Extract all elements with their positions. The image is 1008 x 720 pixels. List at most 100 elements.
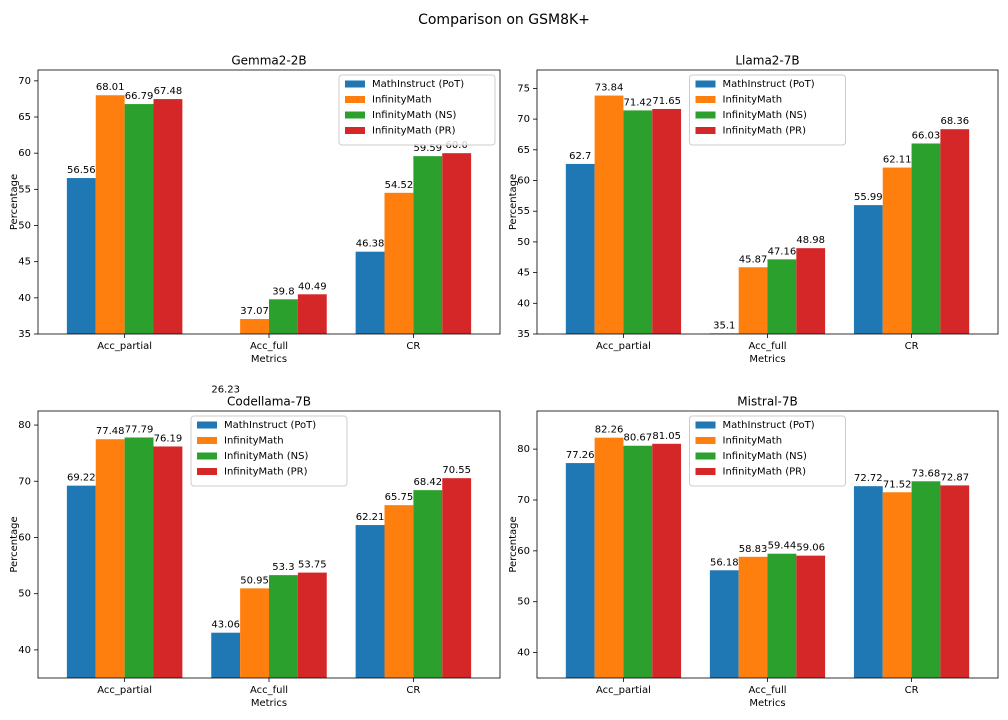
- legend-swatch: [197, 452, 217, 460]
- bar: [853, 205, 883, 334]
- bar: [66, 178, 96, 334]
- y-tick-label: 35: [517, 329, 530, 340]
- bar: [565, 463, 595, 678]
- bar: [124, 437, 154, 678]
- data-label: 81.05: [652, 431, 681, 442]
- legend-swatch: [695, 111, 716, 119]
- bar: [652, 108, 682, 334]
- y-tick-label: 35: [18, 329, 31, 340]
- y-tick-label: 70: [517, 114, 530, 125]
- data-label: 26.23: [211, 384, 240, 395]
- bar: [911, 481, 941, 678]
- legend-swatch: [345, 127, 365, 134]
- bar: [153, 99, 183, 334]
- data-label: 48.98: [796, 235, 825, 246]
- x-tick-label: CR: [905, 341, 919, 352]
- legend-label: MathInstruct (PoT): [723, 420, 815, 431]
- bar: [384, 505, 414, 678]
- bar: [413, 156, 443, 334]
- data-label: 77.48: [96, 426, 125, 437]
- bar: [594, 437, 624, 678]
- y-tick-label: 80: [517, 444, 530, 455]
- y-tick-label: 80: [18, 420, 31, 431]
- bar: [355, 525, 385, 678]
- y-tick-label: 55: [517, 206, 530, 217]
- bar: [442, 478, 472, 678]
- data-label: 73.84: [595, 83, 624, 94]
- bar: [853, 486, 883, 678]
- x-axis-label: Metrics: [749, 698, 785, 709]
- data-label: 45.87: [739, 254, 768, 265]
- x-tick-label: Acc_partial: [596, 341, 651, 352]
- bar: [95, 439, 125, 678]
- bar: [442, 153, 472, 334]
- subplot-title: Llama2-7B: [735, 54, 799, 68]
- data-label: 56.18: [710, 557, 739, 568]
- y-tick-label: 40: [517, 298, 530, 309]
- data-label: 68.36: [940, 116, 969, 127]
- data-label: 54.52: [385, 180, 414, 191]
- bar: [767, 259, 797, 334]
- legend-swatch: [345, 96, 365, 103]
- bar: [124, 104, 154, 334]
- y-tick-label: 50: [18, 221, 31, 232]
- subplot-title: Codellama-7B: [227, 395, 311, 409]
- data-label: 66.03: [912, 130, 941, 141]
- data-label: 39.8: [272, 286, 294, 297]
- x-tick-label: Acc_full: [748, 341, 786, 352]
- legend-swatch: [345, 80, 365, 88]
- bar: [709, 570, 739, 678]
- x-tick-label: Acc_full: [748, 685, 786, 696]
- y-tick-label: 65: [18, 112, 31, 123]
- bar: [66, 485, 96, 678]
- bar: [269, 575, 298, 678]
- data-label: 70.55: [442, 465, 471, 476]
- data-label: 59.44: [768, 541, 797, 552]
- bar: [95, 95, 125, 334]
- bar: [240, 588, 269, 678]
- legend-label: InfinityMath (PR): [224, 467, 308, 478]
- data-label: 71.42: [624, 97, 653, 108]
- bar: [882, 167, 912, 334]
- x-tick-label: CR: [905, 685, 919, 696]
- y-tick-label: 75: [517, 83, 530, 94]
- data-label: 37.07: [240, 306, 269, 317]
- x-tick-label: CR: [406, 685, 420, 696]
- data-label: 76.19: [154, 433, 183, 444]
- bar: [652, 443, 682, 678]
- legend-swatch: [695, 80, 716, 88]
- bar: [767, 553, 797, 678]
- y-tick-label: 60: [18, 148, 31, 159]
- x-tick-label: Acc_partial: [97, 685, 152, 696]
- legend-swatch: [695, 421, 716, 429]
- bar: [297, 294, 327, 334]
- legend-swatch: [197, 421, 217, 429]
- bar: [796, 555, 826, 678]
- legend-box: [338, 74, 496, 146]
- y-tick-label: 55: [18, 184, 31, 195]
- x-tick-label: Acc_partial: [97, 341, 152, 352]
- y-tick-label: 65: [517, 145, 530, 156]
- x-tick-label: Acc_full: [250, 685, 288, 696]
- bar: [738, 556, 768, 678]
- bar: [738, 267, 768, 334]
- data-label: 35.1: [713, 320, 735, 331]
- y-tick-label: 60: [517, 546, 530, 557]
- data-label: 73.68: [912, 468, 941, 479]
- bar: [297, 572, 327, 678]
- legend-swatch: [695, 468, 716, 475]
- data-label: 72.87: [940, 472, 969, 483]
- bar: [623, 110, 653, 334]
- figure-title: Comparison on GSM8K+: [418, 12, 590, 28]
- data-label: 62.7: [569, 151, 591, 162]
- legend-label: InfinityMath (PR): [372, 126, 456, 137]
- y-tick-label: 60: [18, 532, 31, 543]
- data-label: 55.99: [854, 192, 883, 203]
- y-tick-label: 50: [18, 589, 31, 600]
- data-label: 80.67: [624, 433, 653, 444]
- data-label: 59.06: [796, 543, 825, 554]
- data-label: 77.79: [125, 424, 154, 435]
- x-tick-label: Acc_partial: [596, 685, 651, 696]
- data-label: 67.48: [154, 86, 183, 97]
